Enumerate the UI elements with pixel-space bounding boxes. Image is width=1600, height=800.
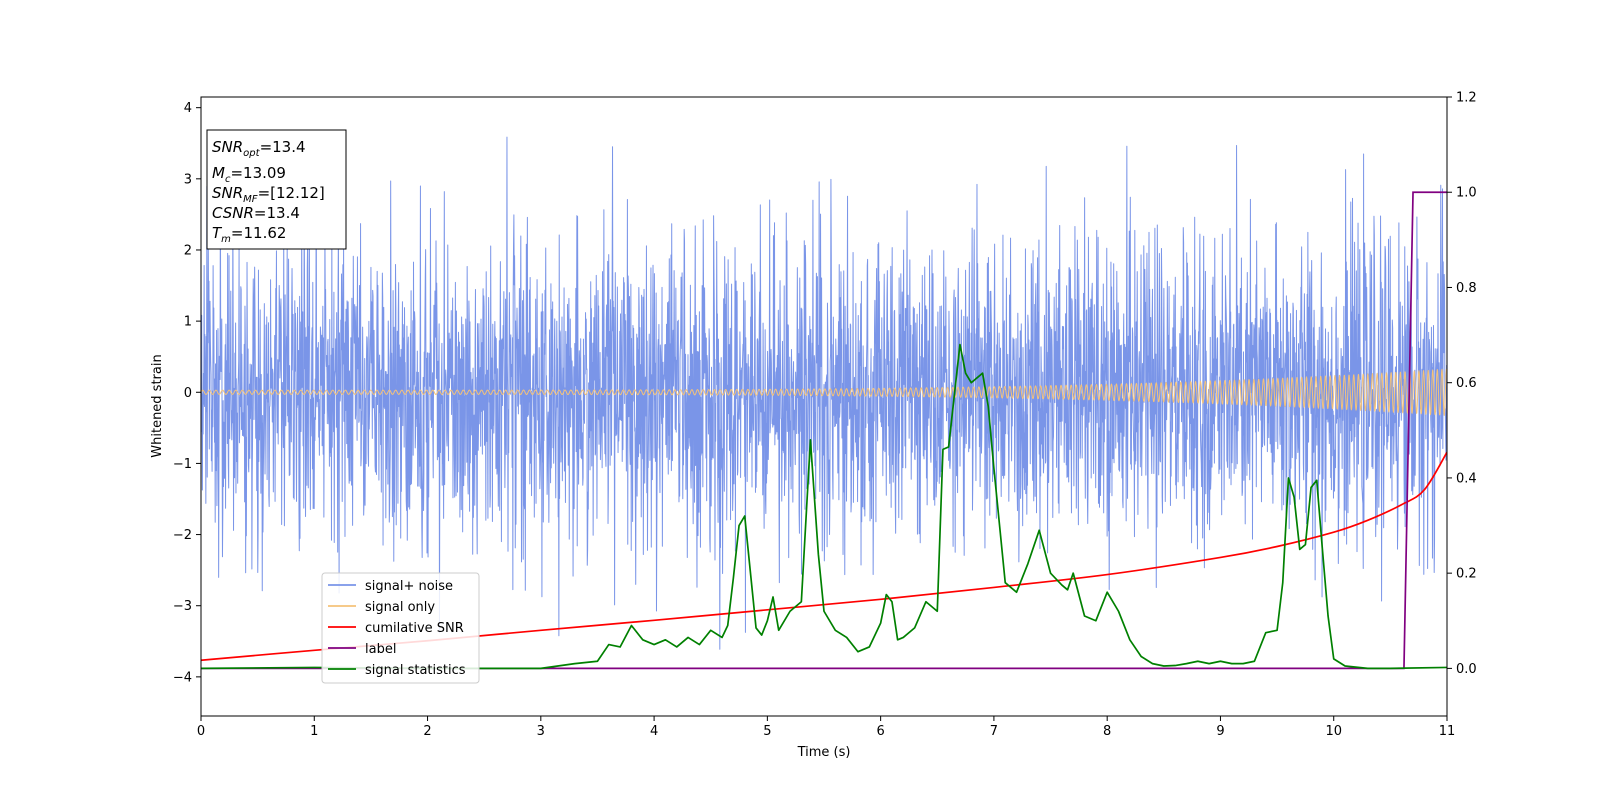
legend-frame	[321, 572, 480, 684]
y-right-tick-label: 0.6	[1456, 376, 1477, 391]
x-tick-label: 11	[1439, 724, 1456, 739]
y-axis-title: Whitened strain	[150, 354, 165, 457]
x-tick-label: 8	[1103, 724, 1111, 739]
y-left-tick-label: −1	[173, 457, 192, 472]
info-csnr: CSNR=13.4	[212, 204, 300, 222]
y-right-tick-label: 0.0	[1456, 662, 1477, 677]
x-axis-title: Time (s)	[797, 745, 851, 760]
label-line	[201, 191, 1447, 670]
info-tm: Tm=11.62	[212, 224, 286, 245]
legend-label-signal-plus-noise: signal+ noise	[365, 579, 453, 594]
info-snr-opt: SNRopt=13.4	[212, 138, 306, 159]
y-right-tick-label: 0.4	[1456, 471, 1477, 486]
signal-plus-noise-line	[201, 136, 1447, 650]
x-tick-label: 1	[310, 724, 318, 739]
legend-label-cumilative-snr: cumilative SNR	[365, 621, 464, 636]
legend: signal+ noise signal only cumilative SNR…	[321, 572, 480, 684]
x-tick-label: 3	[537, 724, 545, 739]
x-tick-label: 2	[423, 724, 431, 739]
info-mc: Mc=13.09	[212, 164, 286, 185]
signal-statistics-line	[201, 343, 1447, 670]
y-left-tick-label: 2	[184, 243, 192, 258]
y-right-tick-label: 1.0	[1456, 186, 1477, 201]
x-axis: 0 1 2 3 4 5 6 7 8 9 10 11	[197, 716, 1455, 739]
x-tick-label: 10	[1325, 724, 1342, 739]
x-tick-label: 4	[650, 724, 658, 739]
legend-label-label: label	[365, 642, 396, 657]
y-left-tick-label: 4	[184, 101, 192, 116]
y-left-tick-label: 0	[184, 386, 192, 401]
x-tick-label: 6	[876, 724, 884, 739]
y-left-tick-label: −3	[173, 599, 192, 614]
y-left-tick-label: 1	[184, 315, 192, 330]
y-axis-left: −4 −3 −2 −1 0 1 2 3 4	[173, 101, 201, 685]
y-left-tick-label: −4	[173, 670, 192, 685]
y-right-tick-label: 0.2	[1456, 567, 1477, 582]
x-tick-label: 0	[197, 724, 205, 739]
legend-label-signal-only: signal only	[365, 600, 435, 615]
info-box-frame	[206, 129, 347, 250]
y-right-tick-label: 1.2	[1456, 91, 1477, 106]
x-tick-label: 7	[990, 724, 998, 739]
x-tick-label: 9	[1216, 724, 1224, 739]
y-left-tick-label: 3	[184, 172, 192, 187]
y-axis-right: 0.0 0.2 0.4 0.6 0.8 1.0 1.2	[1447, 91, 1477, 677]
plot-frame	[200, 96, 1448, 717]
signal-only-line	[201, 368, 1447, 416]
info-box: SNRopt=13.4 Mc=13.09 SNRMF=[12.12] CSNR=…	[206, 129, 347, 250]
x-tick-label: 5	[763, 724, 771, 739]
info-snr-mf: SNRMF=[12.12]	[212, 184, 325, 205]
legend-label-signal-statistics: signal statistics	[365, 663, 466, 678]
y-right-tick-label: 0.8	[1456, 281, 1477, 296]
y-left-tick-label: −2	[173, 528, 192, 543]
